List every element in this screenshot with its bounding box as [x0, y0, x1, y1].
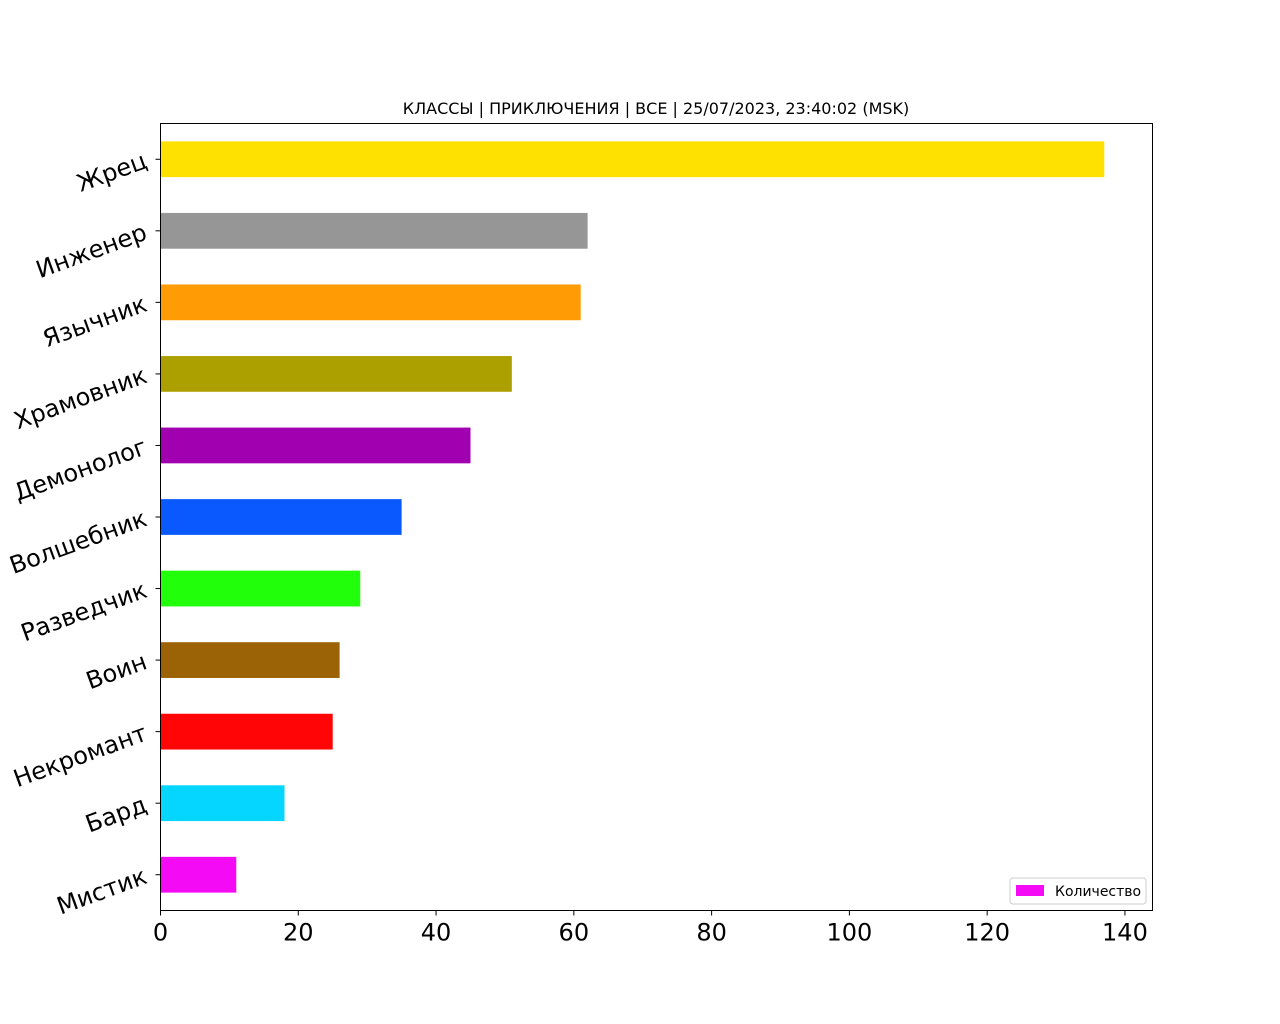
x-tick-label: 20: [283, 919, 314, 947]
x-tick-label: 120: [964, 919, 1010, 947]
legend-label: Количество: [1055, 884, 1141, 900]
bar-11: [160, 856, 237, 893]
bar-3: [160, 284, 581, 321]
y-tick-label: Воин: [82, 647, 150, 695]
y-tick-label: Демонолог: [10, 433, 150, 507]
bar-6: [160, 499, 402, 535]
x-axis: 0 20 40 60 80 100 120 140: [153, 910, 1148, 947]
y-tick-label: Волшебник: [6, 504, 151, 579]
x-tick-label: 140: [1102, 919, 1148, 947]
legend-swatch: [1016, 885, 1044, 896]
legend: Количество: [1009, 877, 1147, 905]
x-tick-label: 60: [559, 919, 590, 947]
legend-box: [1009, 877, 1147, 905]
bar-9: [160, 713, 333, 750]
y-tick-label: Бард: [82, 791, 151, 839]
x-tick-label: 40: [421, 919, 452, 947]
x-tick-label: 100: [826, 919, 872, 947]
chart-title: КЛАССЫ | ПРИКЛЮЧЕНИЯ | ВСЕ | 25/07/2023,…: [403, 99, 910, 118]
bars-group: [160, 141, 1105, 893]
bar-5: [160, 427, 471, 464]
x-tick-label: 80: [696, 919, 727, 947]
bar-1: [160, 141, 1105, 178]
y-tick-label: Инженер: [32, 218, 150, 284]
x-tick-label: 0: [153, 919, 168, 947]
y-tick-label: Мистик: [53, 862, 151, 920]
bar-10: [160, 785, 285, 822]
y-tick-label: Некромант: [10, 719, 151, 793]
y-tick-label: Жрец: [73, 147, 150, 198]
bar-7: [160, 570, 361, 607]
y-tick-label: Разведчик: [17, 576, 150, 647]
bar-2: [160, 212, 588, 249]
bar-4: [160, 356, 512, 392]
bar-8: [160, 642, 340, 678]
plot-frame: [160, 123, 1153, 911]
y-tick-label: Храмовник: [10, 361, 150, 435]
y-tick-label: Язычник: [39, 290, 150, 353]
